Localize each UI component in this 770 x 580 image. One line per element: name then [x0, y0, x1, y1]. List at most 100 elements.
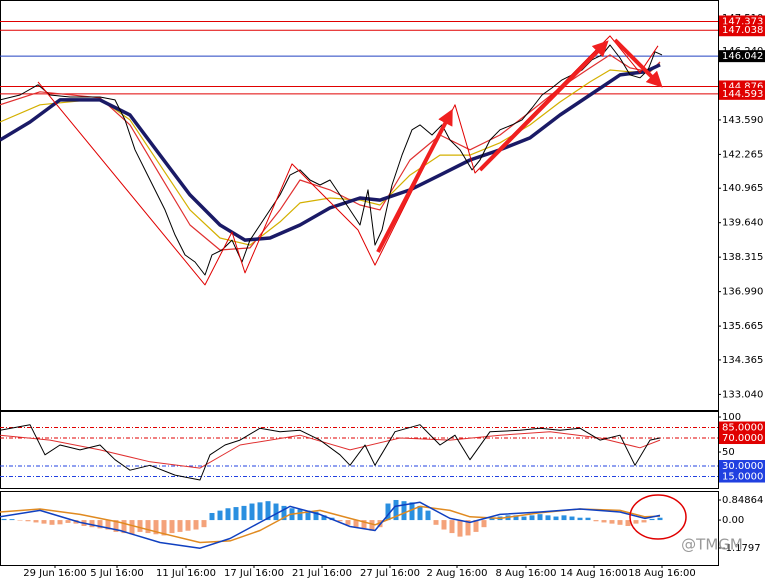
y-tick-label: 100 — [722, 412, 741, 423]
histogram-bar — [649, 518, 655, 521]
histogram-bar — [633, 520, 639, 524]
histogram-bar — [257, 502, 263, 521]
series-line — [0, 501, 661, 549]
histogram-bar — [273, 503, 279, 521]
series-line — [0, 424, 661, 481]
histogram-bar — [369, 520, 375, 531]
histogram-bar — [121, 520, 127, 534]
histogram-bar — [9, 519, 15, 521]
histogram-bar — [25, 520, 31, 522]
histogram-bar — [545, 515, 551, 521]
histogram-bar — [297, 509, 303, 521]
histogram-bar — [409, 502, 415, 521]
x-tick-label: 14 Aug 16:00 — [560, 568, 627, 579]
histogram-bar — [601, 520, 607, 523]
y-tick-label: 0.00 — [722, 515, 744, 526]
histogram-bar — [561, 515, 567, 521]
level-label: 147.373 — [722, 17, 763, 28]
histogram-bar — [185, 520, 191, 531]
histogram-bar — [305, 510, 311, 521]
y-tick-label: 50 — [722, 447, 735, 458]
histogram-bar — [353, 520, 359, 528]
histogram-bar — [313, 511, 319, 521]
histogram-bar — [401, 501, 407, 521]
level-label-box — [719, 50, 765, 63]
x-tick-label: 5 Jul 16:00 — [90, 568, 144, 579]
histogram-bar — [577, 517, 583, 521]
histogram-bar — [425, 510, 431, 521]
histogram-bar — [169, 520, 175, 534]
histogram-bar — [465, 520, 471, 536]
level-label-box — [719, 24, 765, 37]
y-tick-label: 134.365 — [722, 355, 763, 366]
histogram-bar — [537, 514, 543, 521]
histogram-bar — [449, 520, 455, 534]
histogram-bar — [209, 512, 215, 521]
histogram-bar — [241, 505, 247, 521]
histogram-bar — [281, 505, 287, 521]
level-label: 144.593 — [722, 89, 763, 100]
y-tick-label: 143.590 — [722, 115, 763, 126]
level-label-box — [719, 421, 765, 434]
panel-frame — [0, 491, 719, 566]
histogram-bar — [481, 520, 487, 528]
series-line — [0, 44, 663, 276]
highlight-circle — [629, 494, 687, 540]
level-label-box — [719, 87, 765, 100]
histogram-bar — [617, 520, 623, 525]
arrow — [376, 108, 453, 253]
level-label-box — [719, 470, 765, 483]
histogram-bar — [89, 520, 95, 528]
y-tick-label: 135.665 — [722, 321, 763, 332]
histogram-bar — [265, 501, 271, 521]
histogram-bar — [513, 515, 519, 521]
arrow — [478, 40, 609, 172]
histogram-bar — [233, 507, 239, 521]
histogram-bar — [489, 517, 495, 521]
x-tick-label: 11 Jul 16:00 — [156, 568, 216, 579]
level-label: 15.0000 — [722, 472, 763, 483]
histogram-bar — [457, 520, 463, 537]
level-label: 70.0000 — [722, 433, 763, 444]
arrow — [613, 38, 663, 88]
histogram-bar — [129, 520, 135, 535]
level-label-box — [719, 460, 765, 473]
histogram-bar — [441, 520, 447, 530]
histogram-bar — [201, 520, 207, 528]
level-label-box — [719, 432, 765, 445]
histogram-bar — [49, 520, 55, 525]
level-label: 147.038 — [722, 25, 763, 36]
y-tick-label: 139.640 — [722, 218, 763, 229]
histogram-bar — [609, 520, 615, 524]
histogram-bar — [625, 520, 631, 526]
histogram-bar — [249, 503, 255, 521]
panel-frame — [0, 0, 719, 411]
histogram-bar — [193, 520, 199, 530]
histogram-bar — [473, 520, 479, 532]
histogram-bar — [33, 520, 39, 523]
y-tick-label: 133.040 — [722, 389, 763, 400]
panel: 0.84864 0.00 -1.1797 29 Jun 16:00 5 Jul 16:0… — [0, 491, 763, 579]
x-tick-label: 8 Aug 16:00 — [495, 568, 556, 579]
x-tick-label: 29 Jun 16:00 — [23, 568, 87, 579]
x-tick-label: 2 Aug 16:00 — [426, 568, 487, 579]
histogram-bar — [417, 505, 423, 521]
histogram-bar — [41, 520, 47, 524]
histogram-bar — [217, 510, 223, 521]
x-tick-label: 17 Jul 16:00 — [224, 568, 284, 579]
histogram-bar — [177, 520, 183, 532]
histogram-bar — [161, 520, 167, 536]
histogram-bar — [113, 520, 119, 532]
level-label: 85.0000 — [722, 423, 763, 434]
y-tick-label: 0.84864 — [722, 495, 763, 506]
histogram-bar — [137, 520, 143, 532]
histogram-bar — [337, 520, 343, 522]
histogram-bar — [225, 508, 231, 521]
histogram-bar — [345, 520, 351, 525]
histogram-bar — [145, 520, 151, 534]
histogram-bar — [321, 515, 327, 521]
panel-frame — [0, 411, 719, 489]
